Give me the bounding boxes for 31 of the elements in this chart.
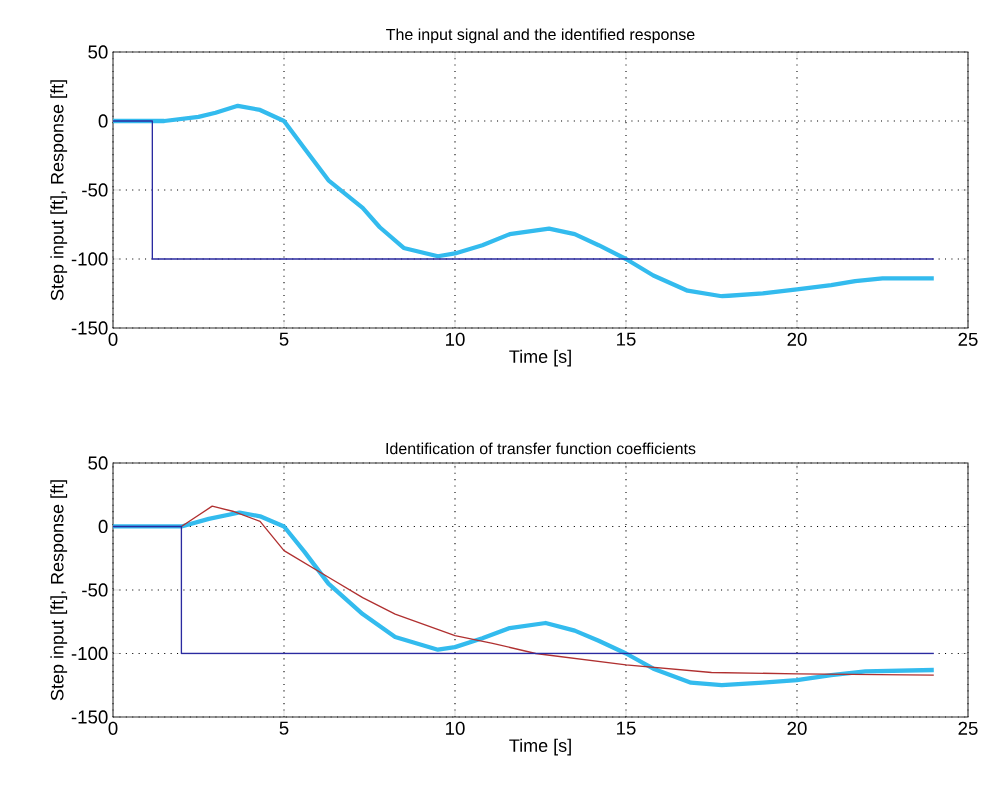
x-tick-label: 15 (617, 332, 636, 346)
y-tick-label: -50 (82, 183, 108, 197)
x-tick-label: 15 (617, 721, 636, 735)
x-tick-label: 10 (446, 721, 465, 735)
x-tick-label: 0 (108, 332, 118, 346)
x-tick-label: 0 (108, 721, 118, 735)
chart-title: Identification of transfer function coefficients (386, 442, 696, 455)
line-series (113, 103, 936, 299)
x-axis-title: Time [s] (509, 738, 571, 756)
x-tick-label: 5 (279, 721, 289, 735)
y-axis-title: Step input [ft], Response [ft] (50, 80, 68, 301)
x-tick-label: 20 (787, 721, 807, 735)
y-tick-label: -150 (71, 710, 108, 724)
y-tick-label: -100 (71, 646, 108, 661)
y-tick-label: 50 (88, 45, 108, 59)
x-tick-label: 5 (279, 332, 289, 346)
y-tick-label: 0 (98, 114, 108, 128)
y-tick-label: 0 (98, 519, 108, 534)
x-tick-label: 20 (787, 332, 807, 346)
chart-title: The input signal and the identified response (386, 28, 695, 44)
line-series (113, 510, 936, 688)
y-axis-title: Step input [ft], Response [ft] (50, 480, 68, 701)
x-axis-title: Time [s] (509, 349, 571, 367)
y-tick-label: 50 (88, 456, 108, 470)
y-tick-label: -150 (71, 321, 108, 335)
line-series (180, 505, 935, 676)
x-tick-label: 25 (958, 332, 978, 346)
y-tick-label: -100 (71, 252, 108, 266)
x-tick-label: 10 (446, 332, 465, 346)
x-tick-label: 25 (958, 721, 978, 735)
y-tick-label: -50 (82, 583, 108, 597)
